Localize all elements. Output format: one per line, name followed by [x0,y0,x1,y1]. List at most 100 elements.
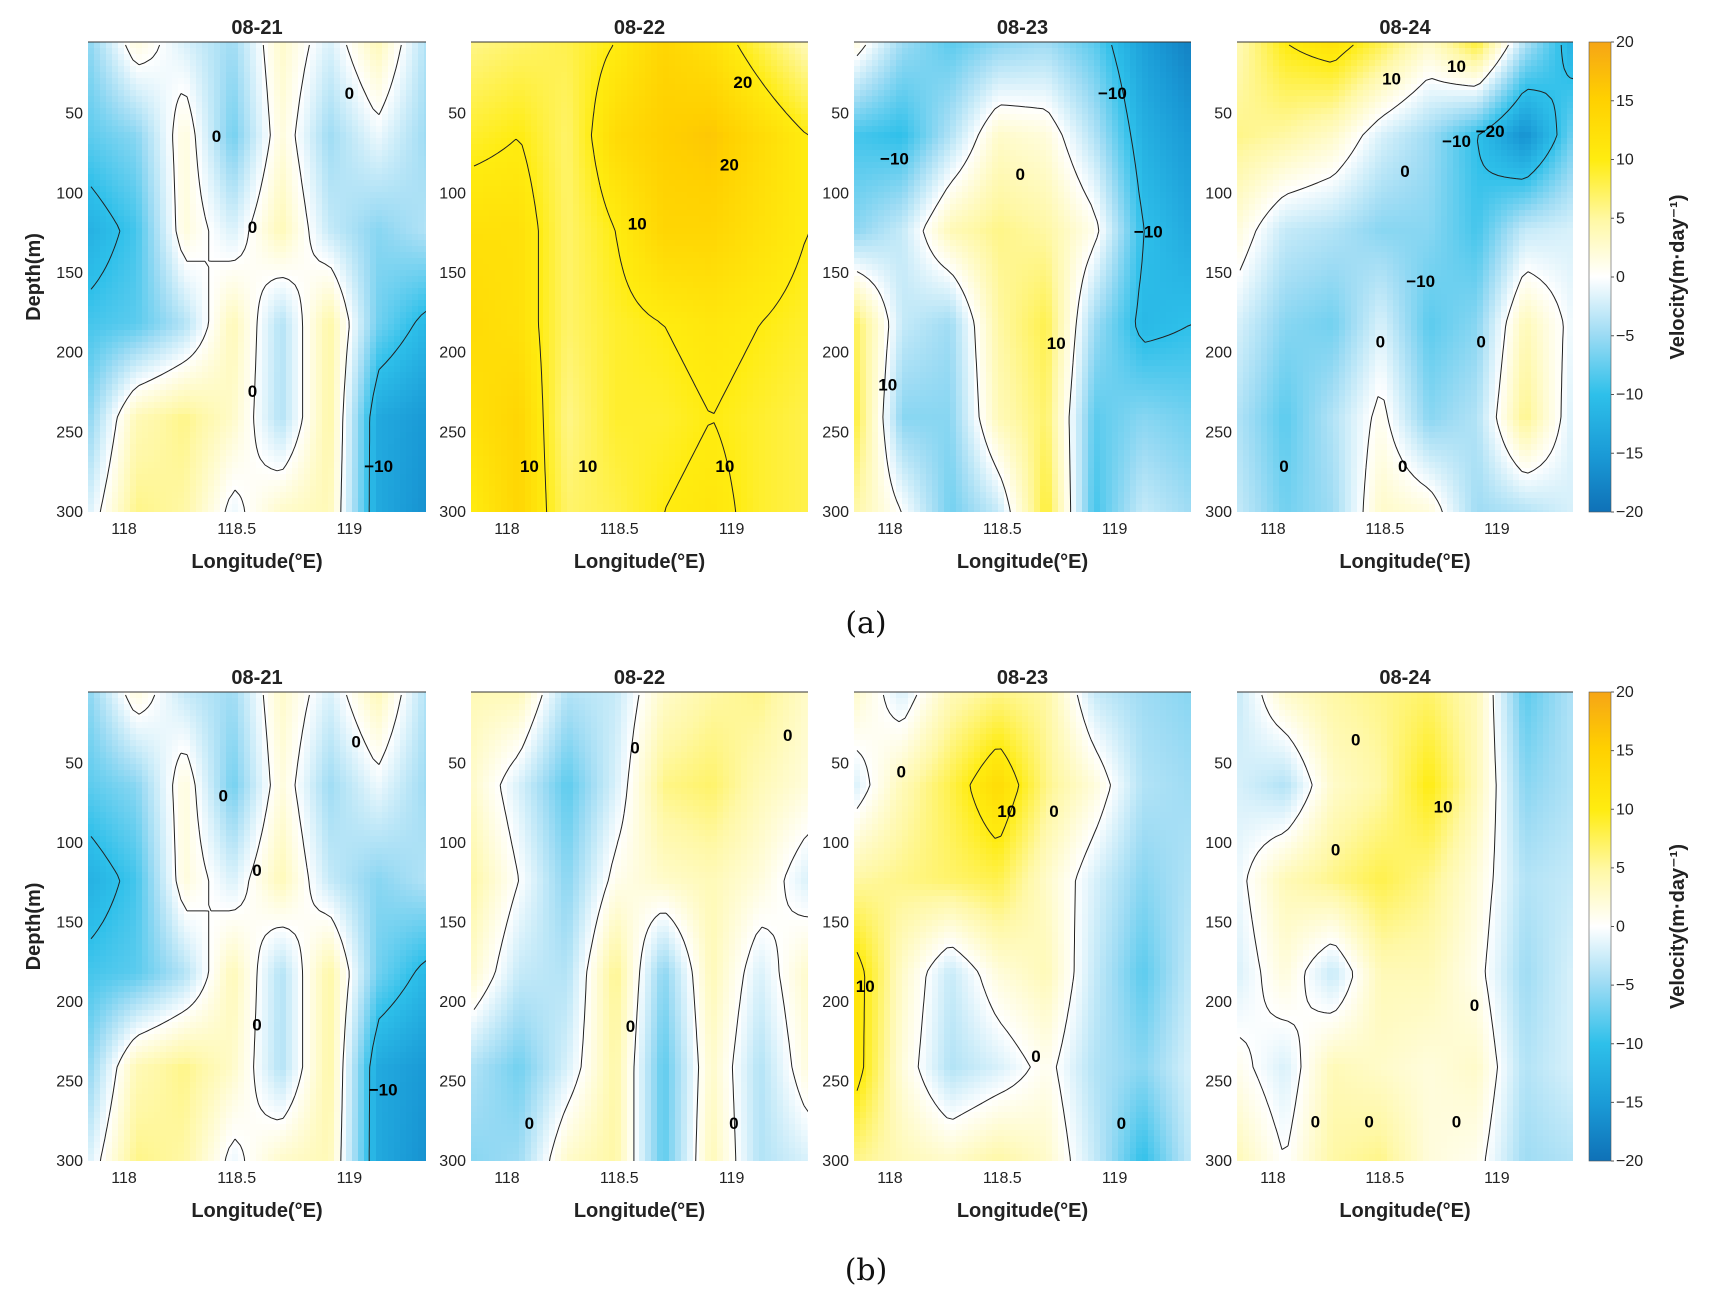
heat-cell [100,72,107,79]
heat-cell [693,72,700,79]
heat-cell [358,210,365,217]
heat-cell [388,66,395,73]
heat-cell [88,438,95,445]
heat-cell [304,42,311,49]
heat-cell [112,276,119,283]
heat-cell [310,426,317,433]
heat-cell [238,60,245,67]
heat-cell [148,282,155,289]
heat-cell [184,306,191,313]
heat-cell [226,480,233,487]
heat-cell [304,366,311,373]
heat-cell [388,162,395,169]
heat-cell [382,282,389,289]
heat-cell [310,300,317,307]
heat-cell [124,60,131,67]
heat-cell [394,354,401,361]
heat-cell [322,252,329,259]
heat-cell [268,252,275,259]
heat-cell [274,504,281,511]
heat-cell [352,504,359,511]
heat-cell [196,144,203,151]
heat-cell [268,474,275,481]
heat-cell [382,60,389,67]
heat-cell [376,168,383,175]
heat-cell [340,48,347,55]
heat-cell [412,426,419,433]
heat-cell [400,126,407,133]
heat-cell [130,276,137,283]
heat-cell [352,186,359,193]
heat-cell [382,48,389,55]
heat-cell [346,72,353,79]
heat-cell [94,72,101,79]
heat-cell [322,210,329,217]
heat-cell [418,384,425,391]
heat-cell [238,72,245,79]
heat-cell [328,456,335,463]
heat-cell [106,120,113,127]
heat-cell [202,420,209,427]
heat-cell [190,504,197,511]
heat-cell [160,198,167,205]
heat-cell [124,210,131,217]
heat-cell [172,342,179,349]
heat-cell [220,408,227,415]
heat-cell [286,60,293,67]
heat-cell [316,300,323,307]
heat-cell [130,204,137,211]
heat-cell [621,42,628,49]
heat-cell [238,282,245,289]
heat-cell [100,276,107,283]
heat-cell [160,378,167,385]
heat-cell [322,222,329,229]
heat-cell [160,504,167,511]
heat-cell [298,510,305,512]
heat-cell [280,402,287,409]
heat-cell [424,354,426,361]
heat-cell [190,192,197,199]
heat-cell [268,138,275,145]
heat-cell [268,330,275,337]
heat-cell [250,264,257,271]
heat-cell [388,78,395,85]
heat-cell [280,54,287,61]
heat-cell [394,348,401,355]
heat-cell [256,492,263,499]
heat-cell [573,84,580,91]
heat-cell [310,54,317,61]
heat-cell [136,426,143,433]
heat-cell [471,48,478,55]
heat-cell [112,456,119,463]
heat-cell [304,480,311,487]
heat-cell [166,312,173,319]
contour-level--10 [90,186,426,512]
heat-cell [328,462,335,469]
heat-cell [196,90,203,97]
heat-cell [280,138,287,145]
heat-cell [280,168,287,175]
heat-cell [268,216,275,223]
heat-cell [789,42,796,49]
heat-cell [747,54,754,61]
heat-cell [340,234,347,241]
heat-cell [555,78,562,85]
heat-cell [418,54,425,61]
heat-cell [214,486,221,493]
heat-cell [274,312,281,319]
heat-cell [178,426,185,433]
heat-cell [118,342,125,349]
heat-cell [322,288,329,295]
heat-cell [208,372,215,379]
heat-cell [418,150,425,157]
heat-cell [268,378,275,385]
heat-cell [256,252,263,259]
heat-cell [196,396,203,403]
heat-cell [256,432,263,439]
heat-cell [100,498,107,505]
heat-cell [687,78,694,85]
heat-cell [322,384,329,391]
heat-cell [705,48,712,55]
heat-cell [358,342,365,349]
heat-cell [364,42,371,49]
